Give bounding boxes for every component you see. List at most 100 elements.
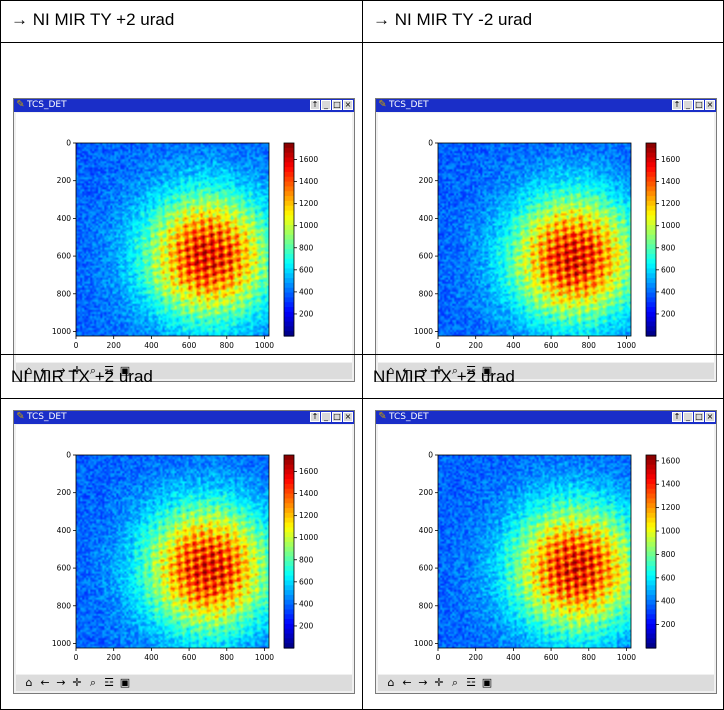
minimize-icon[interactable]: _: [683, 412, 693, 422]
x-tick-label: 800: [582, 653, 597, 662]
colorbar-segment: [284, 229, 294, 236]
back-arrow-icon[interactable]: ←: [402, 676, 412, 689]
configure-subplots-icon[interactable]: ☲: [104, 364, 114, 377]
close-icon[interactable]: ×: [343, 412, 353, 422]
colorbar-tick-label: 400: [661, 597, 676, 606]
colorbar-segment: [284, 619, 294, 625]
pin-icon[interactable]: ↑: [672, 100, 682, 110]
colorbar-segment: [646, 590, 656, 596]
x-tick-label: 400: [506, 341, 521, 350]
back-arrow-icon[interactable]: ←: [402, 364, 412, 377]
colorbar-segment: [646, 532, 656, 538]
back-arrow-icon[interactable]: ←: [40, 676, 50, 689]
colorbar-segment: [646, 278, 656, 284]
maximize-icon[interactable]: □: [332, 412, 342, 422]
colorbar-segment: [646, 512, 656, 519]
pan-move-icon[interactable]: ✛: [434, 364, 444, 377]
maximize-icon[interactable]: □: [694, 412, 704, 422]
forward-arrow-icon[interactable]: →: [56, 676, 66, 689]
home-icon[interactable]: ⌂: [387, 364, 395, 377]
navigation-toolbar: ⌂ ← → ✛ ⌕ ☲ ▣: [378, 675, 714, 691]
forward-arrow-icon[interactable]: →: [418, 676, 428, 689]
colorbar-segment: [646, 483, 656, 490]
colorbar-segment: [646, 565, 656, 572]
maximize-icon[interactable]: □: [332, 100, 342, 110]
window-titlebar[interactable]: ✎ TCS_DET ↑ _ □ ×: [14, 99, 354, 112]
colorbar-tick-label: 200: [299, 309, 314, 318]
window-titlebar[interactable]: ✎ TCS_DET ↑ _ □ ×: [14, 411, 354, 424]
colorbar-segment: [284, 575, 294, 582]
colorbar-segment: [284, 186, 294, 192]
back-arrow-icon[interactable]: ←: [40, 364, 50, 377]
heatmap-image: [76, 455, 269, 648]
plot-canvas[interactable]: 0 200 400 600 800 1000 0 200 400 600 800 1000 200 400…: [378, 425, 714, 674]
x-tick-label: 800: [582, 341, 597, 350]
plot-canvas[interactable]: 0 200 400 600 800 1000 0 200 400 600 800 1000 200 400…: [16, 425, 352, 674]
save-disk-icon[interactable]: ▣: [481, 364, 493, 377]
configure-subplots-icon[interactable]: ☲: [104, 676, 114, 689]
save-disk-icon[interactable]: ▣: [481, 676, 493, 689]
colorbar-segment: [284, 302, 294, 308]
pan-move-icon[interactable]: ✛: [72, 676, 82, 689]
zoom-magnifier-icon[interactable]: ⌕: [451, 364, 459, 377]
colorbar-segment: [646, 200, 656, 207]
y-tick-label: 400: [419, 526, 434, 535]
minimize-icon[interactable]: _: [683, 100, 693, 110]
colorbar-segment: [284, 191, 294, 197]
pan-move-icon[interactable]: ✛: [434, 676, 444, 689]
forward-arrow-icon[interactable]: →: [56, 364, 66, 377]
plot-canvas[interactable]: 0 200 400 600 800 1000 0 200 400 600 800 1000 200 400…: [16, 113, 352, 362]
colorbar-segment: [284, 565, 294, 572]
maximize-icon[interactable]: □: [694, 100, 704, 110]
plot-canvas[interactable]: 0 200 400 600 800 1000 0 200 400 600 800 1000 200 400…: [378, 113, 714, 362]
colorbar-segment: [284, 643, 294, 649]
zoom-magnifier-icon[interactable]: ⌕: [89, 676, 97, 689]
colorbar-segment: [284, 570, 294, 577]
x-tick-label: 1000: [255, 653, 274, 662]
close-icon[interactable]: ×: [705, 412, 715, 422]
colorbar-segment: [284, 258, 294, 265]
minimize-icon[interactable]: _: [321, 412, 331, 422]
colorbar-segment: [646, 488, 656, 495]
home-icon[interactable]: ⌂: [387, 676, 395, 689]
colorbar-segment: [284, 623, 294, 630]
colorbar-segment: [284, 474, 294, 480]
heatmap-plot: 0 200 400 600 800 100002004006008001000200400…: [414, 451, 680, 663]
x-tick-label: 600: [182, 653, 197, 662]
close-icon[interactable]: ×: [705, 100, 715, 110]
save-disk-icon[interactable]: ▣: [119, 364, 131, 377]
colorbar-segment: [284, 157, 294, 163]
app-icon: ✎: [378, 99, 387, 110]
colorbar-segment: [284, 532, 294, 538]
colorbar-segment: [646, 609, 656, 615]
window-titlebar[interactable]: ✎ TCS_DET ↑ _ □ ×: [376, 99, 716, 112]
heatmap-plot: 0 200 400 600 800 100002004006008001000200400…: [414, 139, 680, 351]
forward-arrow-icon[interactable]: →: [418, 364, 428, 377]
y-tick-label: 800: [419, 289, 434, 298]
save-disk-icon[interactable]: ▣: [119, 676, 131, 689]
colorbar-segment: [284, 326, 294, 332]
home-icon[interactable]: ⌂: [25, 364, 33, 377]
colorbar-segment: [646, 464, 656, 471]
pin-icon[interactable]: ↑: [310, 100, 320, 110]
pin-icon[interactable]: ↑: [672, 412, 682, 422]
colorbar-segment: [646, 541, 656, 548]
colorbar-segment: [646, 176, 656, 183]
window-titlebar[interactable]: ✎ TCS_DET ↑ _ □ ×: [376, 411, 716, 424]
colorbar-tick-label: 200: [299, 621, 314, 630]
colorbar-segment: [284, 464, 294, 471]
zoom-magnifier-icon[interactable]: ⌕: [451, 676, 459, 689]
zoom-magnifier-icon[interactable]: ⌕: [89, 364, 97, 377]
minimize-icon[interactable]: _: [321, 100, 331, 110]
x-tick-label: 800: [220, 653, 235, 662]
home-icon[interactable]: ⌂: [25, 676, 33, 689]
configure-subplots-icon[interactable]: ☲: [466, 676, 476, 689]
pin-icon[interactable]: ↑: [310, 412, 320, 422]
colorbar-segment: [646, 508, 656, 514]
colorbar-segment: [646, 302, 656, 308]
configure-subplots-icon[interactable]: ☲: [466, 364, 476, 377]
panel-caption: NI MIR TX +2 urad: [11, 367, 153, 386]
pan-move-icon[interactable]: ✛: [72, 364, 82, 377]
colorbar-segment: [284, 239, 294, 245]
close-icon[interactable]: ×: [343, 100, 353, 110]
